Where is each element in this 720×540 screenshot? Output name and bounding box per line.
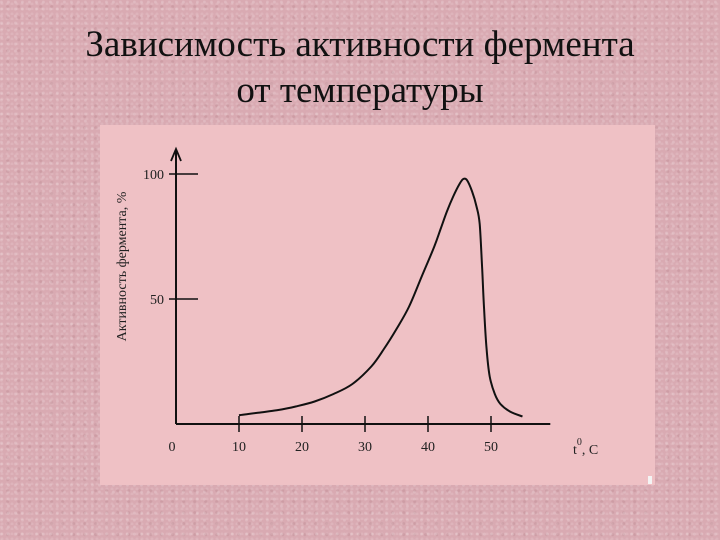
x-tick-label: 10: [232, 440, 246, 455]
x-tick-label: 50: [484, 440, 498, 455]
title-line-1: Зависимость активности фермента: [85, 24, 635, 65]
x-tick-label: 20: [295, 440, 309, 455]
x-tick-label: 30: [358, 440, 372, 455]
x-axis-title: t0, C: [573, 437, 598, 458]
x-tick-label: 40: [421, 440, 435, 455]
y-axis-title: Активность фермента, %: [115, 191, 130, 341]
title-line-2: от температуры: [236, 70, 484, 111]
x-tick-label: 0: [169, 440, 176, 455]
y-tick-label: 50: [150, 293, 164, 308]
y-axis-arrow: [170, 146, 182, 162]
slide-marker: [648, 476, 652, 484]
y-tick-label: 100: [143, 168, 164, 183]
activity-curve: [238, 177, 523, 418]
slide-title: Зависимость активности фермента от темпе…: [0, 22, 720, 114]
